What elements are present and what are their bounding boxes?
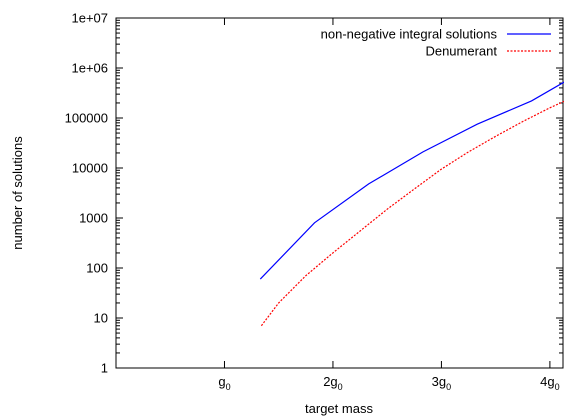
- x-axis: g0 2g0 3g0 4g0: [218, 18, 560, 392]
- x-tick-label: 2g0: [323, 374, 342, 392]
- y-axis-title: number of solutions: [10, 136, 25, 250]
- series-line-1: [260, 100, 564, 327]
- x-tick-label: g0: [218, 374, 230, 392]
- y-tick-label: 1e+07: [71, 11, 108, 26]
- series-line-0: [259, 81, 564, 280]
- y-tick-label: 1000: [79, 211, 108, 226]
- y-tick-label: 10: [94, 311, 108, 326]
- legend-label: non-negative integral solutions: [321, 27, 498, 42]
- y-tick-label: 1: [101, 361, 108, 376]
- legend-label: Denumerant: [425, 44, 497, 59]
- y-tick-label: 10000: [72, 161, 108, 176]
- x-tick-label: 4g0: [540, 374, 559, 392]
- series-layer: [259, 81, 564, 327]
- legend: non-negative integral solutions Denumeran…: [321, 27, 551, 59]
- y-axis: 1 10 100 1000 10000 100000 1e+06 1e+07: [65, 11, 563, 376]
- x-tick-label: 3g0: [432, 374, 451, 392]
- x-axis-title: target mass: [305, 401, 373, 416]
- plot-frame: [115, 17, 564, 369]
- y-tick-label: 100: [86, 261, 108, 276]
- y-tick-label: 1e+06: [71, 61, 108, 76]
- y-tick-label: 100000: [65, 111, 108, 126]
